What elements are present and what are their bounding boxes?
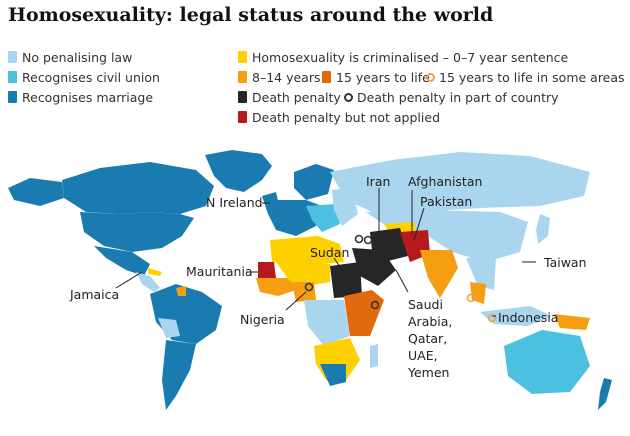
ring-death-penalty-part <box>344 93 353 102</box>
legend-8-14-years: 8–14 years <box>252 70 321 85</box>
legend-15-years-some-areas: 15 years to life in some areas <box>439 70 625 85</box>
legend-15-years-to-life: 15 years to life <box>336 70 430 85</box>
ring-middle-east-2 <box>363 235 373 245</box>
label-uae: UAE, <box>408 348 438 363</box>
label-qatar: Qatar, <box>408 331 447 346</box>
central-africa <box>304 300 350 346</box>
uk-ireland <box>262 192 280 214</box>
leader-saudi <box>395 269 409 293</box>
west-africa <box>256 278 296 296</box>
japan <box>536 214 550 244</box>
swatch-civil-union <box>8 71 17 83</box>
label-arabia: Arabia, <box>408 314 452 329</box>
ring-nigeria <box>304 282 314 292</box>
mauritania <box>258 262 276 278</box>
ring-15-years-some-areas <box>426 73 435 82</box>
legend-criminalised-dash: – <box>442 50 454 65</box>
label-indonesia: Indonesia <box>498 310 558 325</box>
mexico <box>94 246 150 276</box>
world-map: Iran Afghanistan Pakistan N Ireland Suda… <box>8 150 612 410</box>
legend-civil-union: Recognises civil union <box>22 70 160 85</box>
india <box>420 250 458 298</box>
swatch-8-14-years <box>238 71 247 83</box>
leader-sudan <box>333 257 343 271</box>
label-pakistan: Pakistan <box>420 194 472 209</box>
scandinavia <box>294 164 334 200</box>
new-zealand <box>598 378 612 410</box>
landmasses <box>8 150 612 410</box>
legend-death-not-applied: Death penalty but not applied <box>252 110 441 125</box>
swatch-death-penalty <box>238 91 247 103</box>
russia <box>330 152 590 212</box>
alaska <box>8 178 64 206</box>
label-yemen: Yemen <box>407 365 449 380</box>
country-labels: Iran Afghanistan Pakistan N Ireland Suda… <box>69 174 587 380</box>
swatch-marriage <box>8 91 17 103</box>
east-africa <box>344 290 384 336</box>
nigeria <box>292 282 316 302</box>
central-europe <box>306 204 340 232</box>
indonesia <box>480 306 552 326</box>
label-sudan: Sudan <box>310 245 349 260</box>
guyana <box>176 286 186 296</box>
sudan <box>330 262 362 298</box>
south-america-south <box>162 340 196 410</box>
leader-lines <box>115 188 536 317</box>
papua <box>554 314 590 330</box>
usa <box>80 212 194 252</box>
swatch-no-penalising-law <box>8 51 17 63</box>
label-saudi: Saudi <box>408 297 443 312</box>
ring-indonesia-2 <box>487 313 497 323</box>
label-nigeria: Nigeria <box>240 312 285 327</box>
area-rings <box>304 234 497 323</box>
leader-nigeria <box>285 291 307 311</box>
saudi-arabia <box>352 248 396 286</box>
legend-criminalised: Homosexuality is criminalised – 0–7 year… <box>252 50 568 65</box>
swatch-death-not-applied <box>238 111 247 123</box>
label-jamaica: Jamaica <box>69 287 119 302</box>
south-africa <box>320 364 346 386</box>
canada <box>62 162 214 214</box>
greenland <box>205 150 272 192</box>
ring-indonesia-1 <box>466 293 476 303</box>
label-mauritania: Mauritania <box>186 264 253 279</box>
legend-death-penalty: Death penalty <box>252 90 341 105</box>
caribbean <box>148 268 162 276</box>
label-taiwan: Taiwan <box>543 255 587 270</box>
swatch-criminalised <box>238 51 247 63</box>
ring-somalia <box>370 300 380 310</box>
legend-marriage: Recognises marriage <box>22 90 154 105</box>
label-iran: Iran <box>366 174 390 189</box>
australia <box>504 330 590 394</box>
north-africa <box>270 236 344 266</box>
legend-death-penalty-part: Death penalty in part of country <box>357 90 559 105</box>
ring-middle-east-1 <box>354 234 364 244</box>
legend-no-penalising-law: No penalising law <box>22 50 133 65</box>
leader-pakistan <box>413 207 425 241</box>
label-n-ireland: N Ireland <box>206 195 263 210</box>
central-america <box>136 272 160 292</box>
swatch-15-years-to-life <box>322 71 331 83</box>
leader-jamaica <box>115 271 143 289</box>
label-afghanistan: Afghanistan <box>408 174 482 189</box>
legend-criminalised-suffix: 0–7 year sentence <box>453 50 569 65</box>
sahel <box>276 262 330 288</box>
madagascar <box>370 344 378 368</box>
bolivia <box>158 318 180 338</box>
southeast-asia <box>466 256 496 290</box>
map-title: Homosexuality: legal status around the w… <box>8 4 494 26</box>
legend-criminalised-label: Homosexuality is criminalised <box>252 50 439 65</box>
